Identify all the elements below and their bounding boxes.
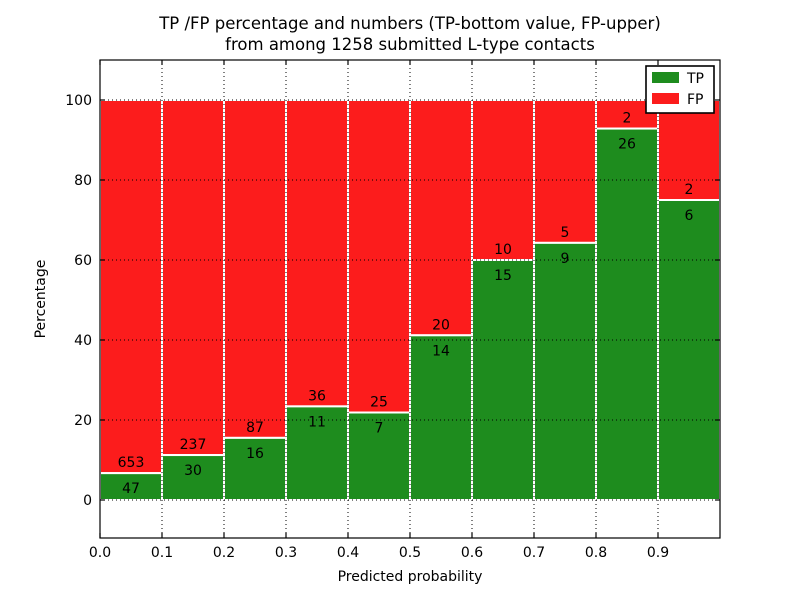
legend-swatch-tp [652, 72, 679, 83]
x-tick-label: 0.0 [89, 545, 111, 561]
fp-bar-segment [223, 99, 287, 439]
tp-bar-segment [533, 241, 597, 501]
tp-bar-segment [657, 199, 721, 501]
fp-count-label: 20 [432, 317, 450, 333]
tp-count-label: 7 [375, 421, 384, 437]
x-tick-label: 0.9 [647, 545, 669, 561]
legend-label-fp: FP [687, 92, 704, 108]
legend-swatch-fp [652, 93, 679, 104]
tp-count-label: 16 [246, 446, 264, 462]
fp-bar-segment [161, 99, 225, 457]
tp-bar-segment [471, 259, 535, 501]
tp-count-label: 11 [308, 414, 326, 430]
fp-count-label: 653 [118, 455, 145, 471]
tp-count-label: 9 [561, 251, 570, 267]
fp-count-label: 36 [308, 388, 326, 404]
fp-count-label: 2 [623, 111, 632, 127]
chart-title-line2: from among 1258 submitted L-type contact… [225, 35, 595, 54]
fp-bar-segment [347, 99, 411, 414]
fp-count-label: 237 [180, 437, 207, 453]
fp-bar-segment [657, 99, 721, 201]
fp-count-label: 5 [561, 225, 570, 241]
tp-count-label: 15 [494, 268, 512, 284]
y-tick-label: 100 [65, 93, 92, 109]
tp-bar-segment [347, 411, 411, 501]
x-axis-label: Predicted probability [338, 569, 483, 585]
tp-bar-segment [409, 334, 473, 502]
tp-bar-segment [223, 436, 287, 501]
x-tick-label: 0.8 [585, 545, 607, 561]
fp-count-label: 25 [370, 395, 388, 411]
fp-bar-segment [285, 99, 349, 408]
y-tick-label: 20 [74, 413, 92, 429]
tp-count-label: 6 [685, 208, 694, 224]
y-axis-label: Percentage [33, 260, 49, 339]
x-tick-label: 0.5 [399, 545, 421, 561]
legend: TP FP [645, 65, 715, 114]
x-tick-label: 0.4 [337, 545, 359, 561]
plot-area: 0.0 0.1 0.2 0.3 0.4 0.5 0.6 0.7 0.8 0.9 0 20 40 60 80 1… [65, 59, 721, 561]
tp-count-label: 47 [122, 481, 140, 497]
tp-count-label: 26 [618, 137, 636, 153]
fp-count-label: 87 [246, 420, 264, 436]
fp-count-label: 2 [685, 182, 694, 198]
fp-bar-segment [99, 99, 163, 475]
x-tick-label: 0.6 [461, 545, 483, 561]
fp-bar-segment [409, 99, 473, 337]
legend-label-tp: TP [686, 71, 704, 87]
y-tick-label: 40 [74, 333, 92, 349]
chart-title-line1: TP /FP percentage and numbers (TP-bottom… [158, 14, 661, 33]
x-tick-label: 0.7 [523, 545, 545, 561]
fp-bar-segment [533, 99, 597, 244]
y-tick-label: 0 [83, 493, 92, 509]
x-tick-label: 0.2 [213, 545, 235, 561]
fp-count-label: 10 [494, 242, 512, 258]
y-tick-label: 80 [74, 173, 92, 189]
y-tick-label: 60 [74, 253, 92, 269]
tp-bar-segment [595, 127, 659, 501]
tp-count-label: 14 [432, 343, 450, 359]
tp-count-label: 30 [184, 463, 202, 479]
x-tick-label: 0.1 [151, 545, 173, 561]
x-tick-label: 0.3 [275, 545, 297, 561]
